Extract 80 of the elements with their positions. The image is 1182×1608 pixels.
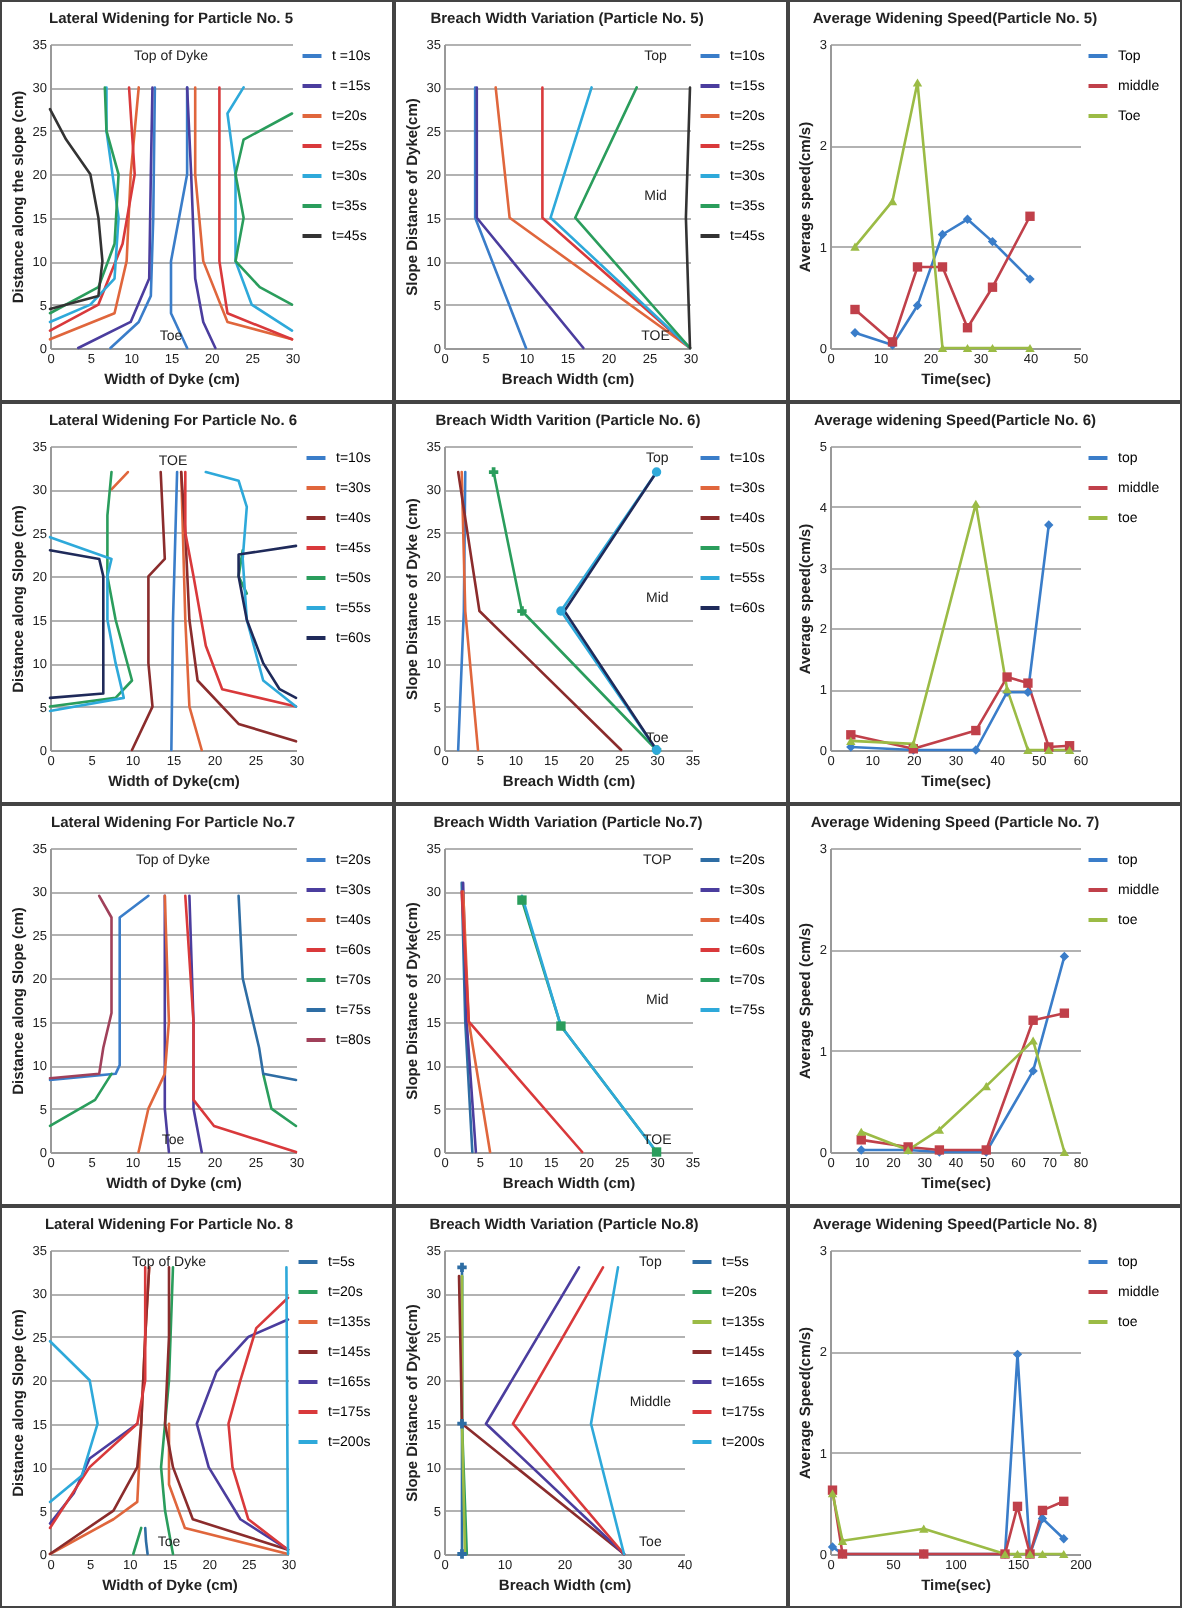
line-series xyxy=(76,86,154,350)
point xyxy=(987,236,998,247)
line-series xyxy=(48,1422,139,1525)
point xyxy=(457,1262,467,1273)
line-series xyxy=(193,86,294,341)
point xyxy=(937,262,948,272)
point xyxy=(1028,1066,1038,1076)
point xyxy=(962,214,973,224)
point xyxy=(651,1147,662,1157)
point xyxy=(556,606,566,616)
point xyxy=(517,606,527,616)
point xyxy=(517,895,527,905)
point xyxy=(827,1542,838,1552)
point xyxy=(457,1549,467,1559)
point xyxy=(1028,1036,1038,1045)
line-series xyxy=(48,894,113,1080)
point xyxy=(1002,672,1012,682)
point xyxy=(1012,1549,1023,1559)
point xyxy=(1044,520,1054,530)
line-series xyxy=(48,894,150,1082)
point xyxy=(987,282,998,292)
line-series xyxy=(227,1296,290,1551)
point xyxy=(971,745,981,755)
point xyxy=(1028,1015,1038,1025)
point xyxy=(912,262,923,272)
point xyxy=(850,304,860,315)
point xyxy=(1059,1549,1069,1559)
line-series xyxy=(185,86,217,350)
point xyxy=(556,1021,566,1031)
point xyxy=(1023,678,1033,688)
point xyxy=(962,343,973,353)
line-series xyxy=(195,1318,290,1551)
point xyxy=(934,1125,945,1134)
point xyxy=(1059,951,1070,962)
line-series xyxy=(184,470,298,708)
line-series xyxy=(184,894,298,1154)
point xyxy=(846,730,856,740)
point xyxy=(1059,1496,1069,1506)
point xyxy=(937,229,948,240)
line-series xyxy=(48,535,126,713)
line-series xyxy=(48,107,104,311)
line-series xyxy=(48,470,134,708)
point xyxy=(850,242,860,251)
line-series xyxy=(237,894,298,1082)
point xyxy=(1025,343,1035,353)
point xyxy=(971,499,981,508)
point xyxy=(856,1127,866,1136)
line-series xyxy=(237,544,298,700)
point xyxy=(651,467,662,477)
point xyxy=(1037,1549,1048,1559)
point xyxy=(846,736,856,745)
line-series xyxy=(234,112,294,306)
line-series xyxy=(204,470,298,708)
point xyxy=(1025,274,1035,284)
point xyxy=(1059,1008,1070,1018)
point xyxy=(1023,687,1033,697)
point xyxy=(856,1145,866,1155)
line-series xyxy=(48,1339,99,1504)
point xyxy=(971,725,981,736)
point xyxy=(912,300,923,311)
point xyxy=(987,343,998,353)
line-series xyxy=(179,470,298,743)
point xyxy=(1059,1534,1069,1544)
line-series xyxy=(109,86,157,350)
line-series xyxy=(130,470,167,752)
point xyxy=(1023,745,1033,755)
point xyxy=(981,1082,991,1091)
point xyxy=(488,467,499,477)
point xyxy=(1012,1501,1023,1512)
point xyxy=(1025,211,1035,221)
point xyxy=(856,1135,866,1145)
point xyxy=(912,78,923,87)
line-series xyxy=(48,548,105,700)
point xyxy=(1037,1505,1048,1516)
point xyxy=(1059,1147,1070,1157)
point xyxy=(887,197,898,206)
point xyxy=(962,323,973,333)
point xyxy=(919,1524,929,1533)
point xyxy=(850,328,860,338)
point xyxy=(457,1419,467,1429)
